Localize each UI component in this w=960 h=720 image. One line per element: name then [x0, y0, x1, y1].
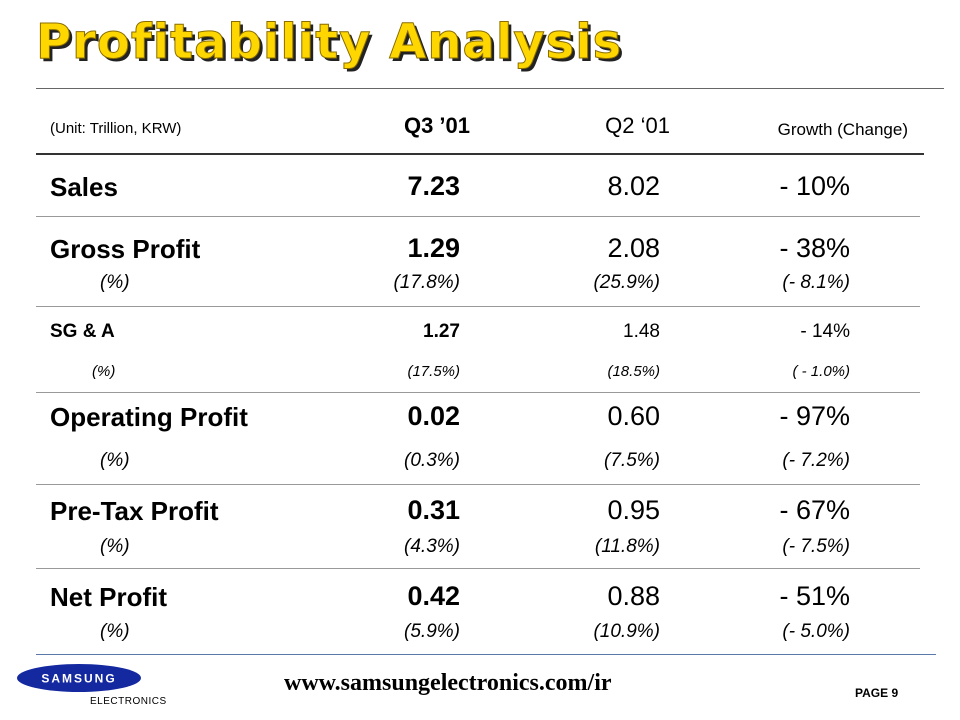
net-profit-q2-value: 0.88: [607, 581, 660, 611]
operating-profit-growth-value: - 97%: [779, 401, 850, 431]
sga-growth-value: - 14%: [800, 321, 850, 342]
footer-divider: [36, 654, 936, 655]
sga-q3-pct: (17.5%): [407, 363, 460, 380]
row-label-pre-tax-profit: Pre-Tax Profit: [50, 496, 219, 526]
sales-growth-value: - 10%: [779, 171, 850, 201]
slide-title: Profitability Analysis: [35, 14, 623, 71]
row-divider: [36, 568, 920, 569]
net-profit-q3-pct: (5.9%): [404, 621, 460, 642]
operating-profit-q3-pct: (0.3%): [404, 450, 460, 471]
row-label-operating-profit: Operating Profit: [50, 402, 248, 432]
operating-profit-growth-pct: (- 7.2%): [782, 450, 850, 471]
row-divider: [36, 392, 920, 393]
gross-profit-growth-value: - 38%: [779, 233, 850, 263]
pre-tax-profit-growth-pct: (- 7.5%): [782, 536, 850, 557]
net-profit-growth-value: - 51%: [779, 581, 850, 611]
row-label-sga: SG & A: [50, 321, 115, 342]
pre-tax-profit-q3-value: 0.31: [407, 495, 460, 525]
operating-profit-q2-value: 0.60: [607, 401, 660, 431]
column-header-q2: Q2 ‘01: [605, 113, 670, 138]
net-profit-growth-pct: (- 5.0%): [782, 621, 850, 642]
row-label-sales: Sales: [50, 172, 118, 202]
sga-q3-value: 1.27: [423, 321, 460, 342]
gross-profit-growth-pct: (- 8.1%): [782, 272, 850, 293]
unit-label: (Unit: Trillion, KRW): [50, 120, 182, 137]
row-label-gross-profit: Gross Profit: [50, 234, 201, 264]
title-divider: [36, 88, 944, 89]
gross-profit-q2-value: 2.08: [607, 233, 660, 263]
column-header-q3: Q3 ’01: [403, 113, 470, 138]
row-divider: [36, 484, 920, 485]
gross-profit-pct-label: (%): [100, 272, 130, 293]
gross-profit-q3-value: 1.29: [407, 233, 460, 263]
sga-pct-label: (%): [92, 363, 116, 380]
samsung-logo: SAMSUNG: [17, 664, 141, 692]
logo-ellipse: [17, 664, 141, 692]
row-divider: [36, 216, 920, 217]
net-profit-q2-pct: (10.9%): [593, 621, 660, 642]
operating-profit-q2-pct: (7.5%): [604, 450, 660, 471]
row-label-net-profit: Net Profit: [50, 582, 167, 612]
pre-tax-profit-q2-pct: (11.8%): [594, 536, 660, 557]
pre-tax-profit-q2-value: 0.95: [607, 495, 660, 525]
sga-growth-pct: ( - 1.0%): [792, 363, 850, 380]
net-profit-pct-label: (%): [100, 621, 130, 642]
page-number: PAGE 9: [855, 686, 899, 700]
operating-profit-q3-value: 0.02: [407, 401, 460, 431]
header-divider: [36, 153, 924, 155]
logo-subtitle: ELECTRONICS: [90, 696, 167, 707]
pre-tax-profit-pct-label: (%): [100, 536, 130, 557]
sga-q2-value: 1.48: [623, 321, 660, 342]
sales-q2-value: 8.02: [607, 171, 660, 201]
net-profit-q3-value: 0.42: [407, 581, 460, 611]
column-header-growth: Growth (Change): [777, 120, 908, 139]
gross-profit-q3-pct: (17.8%): [393, 272, 460, 293]
operating-profit-pct-label: (%): [100, 450, 130, 471]
logo-text: SAMSUNG: [41, 672, 116, 686]
sales-q3-value: 7.23: [407, 171, 460, 201]
sga-q2-pct: (18.5%): [607, 363, 660, 380]
pre-tax-profit-growth-value: - 67%: [779, 495, 850, 525]
row-divider: [36, 306, 920, 307]
pre-tax-profit-q3-pct: (4.3%): [404, 536, 460, 557]
ir-website-url: www.samsungelectronics.com/ir: [284, 670, 612, 696]
slide-title-wrap: Profitability Analysis: [35, 14, 623, 71]
gross-profit-q2-pct: (25.9%): [593, 272, 660, 293]
